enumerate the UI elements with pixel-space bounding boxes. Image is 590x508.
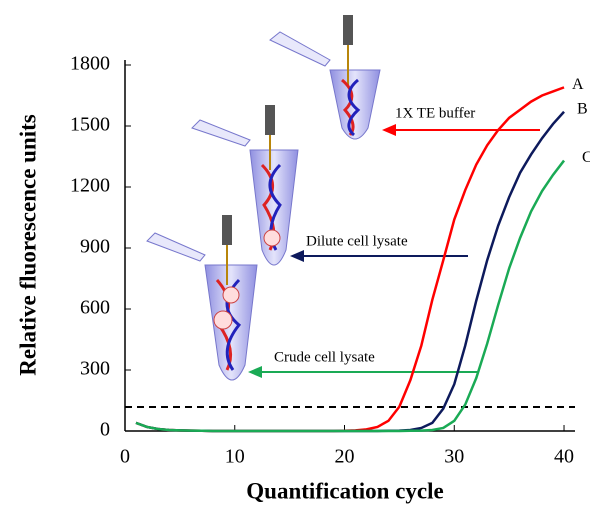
series-label: B: [577, 100, 588, 117]
x-axis-title: Quantification cycle: [246, 478, 443, 503]
y-tick-label: 1500: [70, 114, 110, 136]
y-axis-title: Relative fluorescence units: [15, 114, 40, 376]
series-label: C: [582, 149, 590, 166]
annotation-arrows: [248, 124, 540, 378]
annotation: 1X TE buffer: [395, 105, 475, 121]
annotation: Dilute cell lysate: [306, 233, 408, 249]
series-line: [135, 159, 566, 433]
x-tick-label: 0: [120, 446, 130, 468]
x-tick-label: 30: [444, 446, 464, 468]
y-tick-label: 1800: [70, 53, 110, 75]
x-tick-label: 10: [225, 446, 245, 468]
tube-te: [269, 15, 381, 140]
y-tick-label: 0: [100, 419, 110, 441]
y-tick-label: 900: [80, 236, 110, 258]
series-label: A: [572, 76, 584, 93]
tube-illustrations: [146, 15, 381, 381]
y-tick-label: 1200: [70, 175, 110, 197]
series-line: [135, 110, 565, 433]
y-tick-label: 300: [80, 358, 110, 380]
annotation: Crude cell lysate: [274, 349, 375, 365]
y-tick-label: 600: [80, 297, 110, 319]
x-tick-label: 20: [335, 446, 355, 468]
x-tick-label: 40: [554, 446, 574, 468]
tube-dilute: [191, 105, 299, 266]
tube-crude: [146, 215, 258, 381]
